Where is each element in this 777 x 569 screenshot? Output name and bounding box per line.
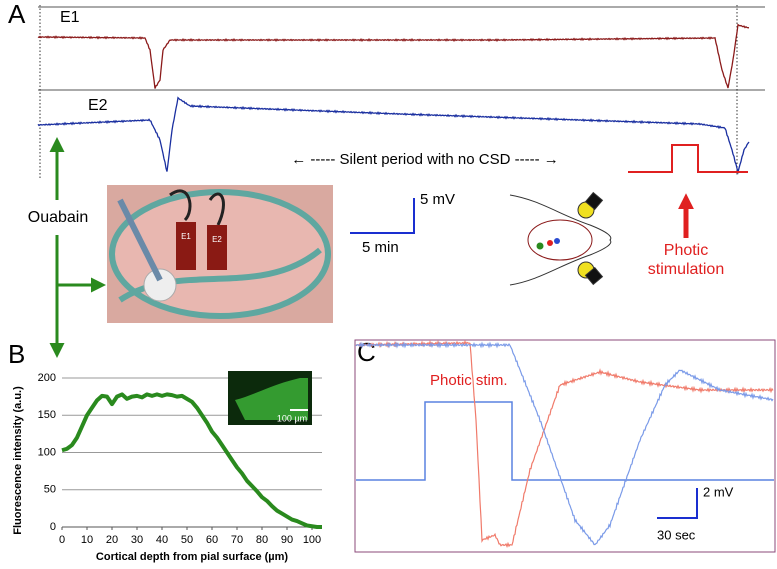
stimulus-label: Photic xyxy=(664,242,708,259)
x-tick-label: 80 xyxy=(256,534,268,546)
x-tick-label: 50 xyxy=(181,534,193,546)
scale-label: 5 min xyxy=(362,239,399,256)
y-tick-label: 50 xyxy=(44,484,56,496)
x-tick-label: 60 xyxy=(206,534,218,546)
scale-label: 5 mV xyxy=(420,191,455,208)
x-tick-label: 10 xyxy=(81,534,93,546)
y-tick-label: 200 xyxy=(38,372,56,384)
y-axis-title: Fluorescence intensity (a.u.) xyxy=(12,386,24,535)
panel-label: C xyxy=(357,337,376,367)
surgery-photo: E1 E2 xyxy=(107,185,333,323)
annotation: ← ----- Silent period with no CSD ----- … xyxy=(291,151,559,168)
trace xyxy=(37,23,750,89)
x-axis-title: Cortical depth from pial surface (µm) xyxy=(96,551,288,563)
y-tick-label: 0 xyxy=(50,521,56,533)
x-tick-label: 20 xyxy=(106,534,118,546)
x-tick-label: 70 xyxy=(231,534,243,546)
stimulus-label: Photic stim. xyxy=(430,372,508,389)
x-tick-label: 90 xyxy=(281,534,293,546)
photo-label: E2 xyxy=(212,235,222,244)
data-line xyxy=(61,392,322,529)
x-tick-label: 30 xyxy=(131,534,143,546)
stimulus-label: stimulation xyxy=(648,261,724,278)
trace xyxy=(355,341,774,546)
y-tick-label: 150 xyxy=(38,409,56,421)
stimulus-trace xyxy=(628,144,748,173)
panel-label: A xyxy=(8,0,26,29)
mouse-diagram xyxy=(509,191,612,286)
trace xyxy=(355,339,774,549)
treatment-label: Ouabain xyxy=(28,209,89,226)
scale-label: 2 mV xyxy=(703,484,734,499)
scale-bar xyxy=(350,198,415,234)
x-tick-label: 100 xyxy=(303,534,321,546)
inset-scale-label: 100 µm xyxy=(277,413,307,423)
trace xyxy=(37,96,750,175)
y-tick-label: 100 xyxy=(38,446,56,458)
x-tick-label: 40 xyxy=(156,534,168,546)
electrode-label: E1 xyxy=(60,9,80,26)
x-tick-label: 0 xyxy=(59,534,65,546)
panel-frame xyxy=(354,339,776,553)
scale-bar xyxy=(657,488,698,519)
scale-label: 30 sec xyxy=(657,527,696,542)
inset-image: 100 µm xyxy=(228,371,312,425)
electrode-label: E2 xyxy=(88,97,108,114)
photo-label: E1 xyxy=(181,232,191,241)
panel-label: B xyxy=(8,339,25,369)
stimulus-trace xyxy=(356,401,774,481)
